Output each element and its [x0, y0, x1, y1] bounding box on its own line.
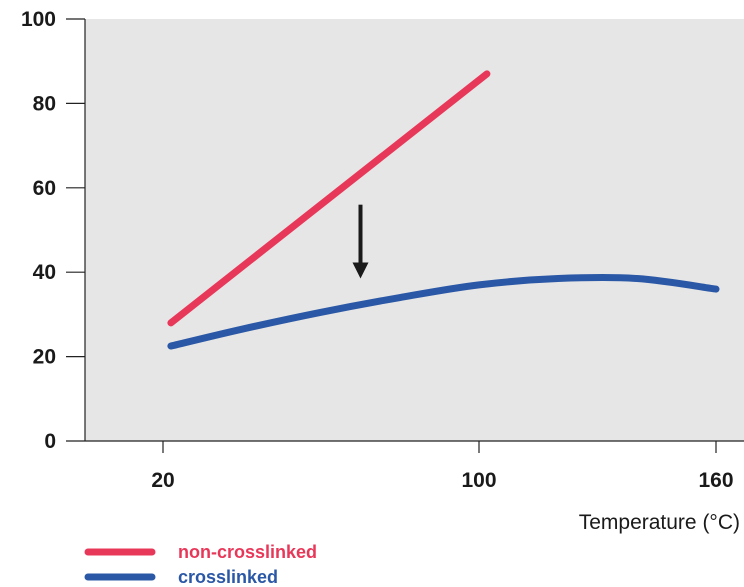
series-line-crosslinked [167, 273, 720, 350]
x-tick-label: 160 [698, 469, 733, 492]
y-tick-label: 80 [33, 92, 56, 115]
series-layer [167, 70, 720, 350]
plot-background [85, 19, 744, 441]
axes [66, 19, 744, 442]
tick-labels: 0 20 40 60 80 100 20 100 160 [21, 8, 734, 492]
x-tick-label: 100 [461, 469, 496, 492]
annotation-layer [352, 204, 369, 279]
x-tick-label: 20 [151, 469, 174, 492]
legend: non-crosslinked crosslinked [84, 542, 317, 587]
y-tick-label: 100 [21, 8, 56, 31]
y-tick-label: 40 [33, 261, 56, 284]
y-tick-label: 0 [44, 430, 56, 453]
series-line-non-crosslinked [167, 70, 491, 327]
x-axis-title: Temperature (°C) [579, 511, 740, 534]
y-tick-label: 60 [33, 177, 56, 200]
y-tick-label: 20 [33, 346, 56, 369]
arrow-down-icon [352, 262, 369, 279]
legend-label-non-crosslinked: non-crosslinked [178, 542, 317, 562]
legend-label-crosslinked: crosslinked [178, 567, 278, 587]
